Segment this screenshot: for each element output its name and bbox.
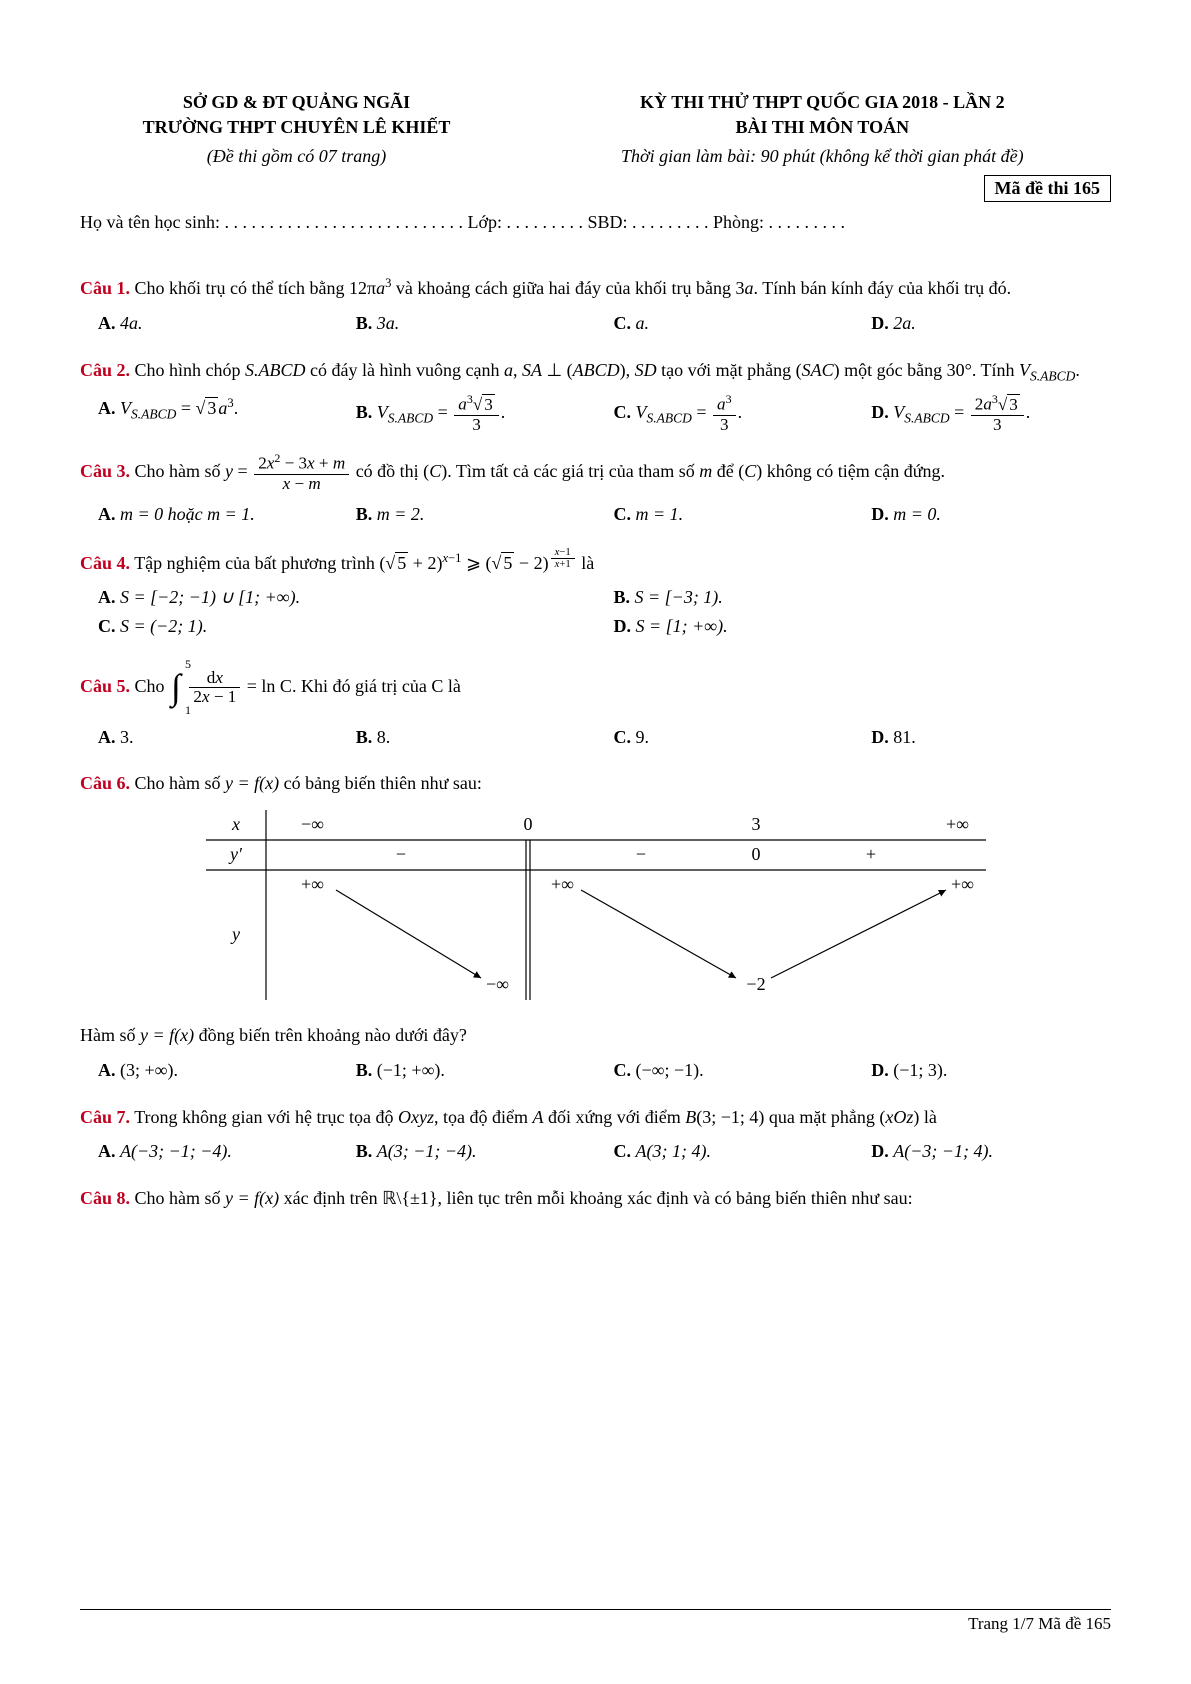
- q2-options: A. VS.ABCD = 3a3. B. VS.ABCD = a333. C. …: [80, 393, 1111, 434]
- q5-optC: C. 9.: [596, 723, 854, 752]
- question-3: Câu 3. Cho hàm số y = 2x2 − 3x + mx − m …: [80, 452, 1111, 528]
- q6-optD: D. (−1; 3).: [853, 1056, 1111, 1085]
- q7-optD: D. A(−3; −1; 4).: [853, 1137, 1111, 1166]
- q3-options: A. m = 0 hoặc m = 1. B. m = 2. C. m = 1.…: [80, 500, 1111, 529]
- variation-table: x y′ y −∞ 0 3 +∞ − − 0 + +∞ −∞ +∞ −2 +∞: [206, 810, 986, 1009]
- q1-optA: A. 4a.: [80, 309, 338, 338]
- svg-text:−: −: [395, 844, 405, 864]
- q1-var-a: a: [745, 278, 754, 298]
- integral-icon: ∫51: [171, 659, 181, 717]
- question-6: Câu 6. Cho hàm số y = f(x) có bảng biến …: [80, 769, 1111, 1084]
- title-line1: KỲ THI THỬ THPT QUỐC GIA 2018 - LẦN 2: [534, 90, 1111, 115]
- q4-label: Câu 4.: [80, 553, 130, 573]
- svg-text:3: 3: [751, 814, 760, 834]
- svg-text:0: 0: [751, 844, 760, 864]
- q4-optD: D. S = [1; +∞).: [596, 612, 1112, 641]
- q7-label: Câu 7.: [80, 1107, 130, 1127]
- svg-text:−: −: [635, 844, 645, 864]
- svg-text:+∞: +∞: [946, 814, 969, 834]
- q7-optB: B. A(3; −1; −4).: [338, 1137, 596, 1166]
- q4-optB: B. S = [−3; 1).: [596, 583, 1112, 612]
- header: SỞ GD & ĐT QUẢNG NGÃI TRƯỜNG THPT CHUYÊN…: [80, 90, 1111, 140]
- student-info-line: Họ và tên học sinh: . . . . . . . . . . …: [80, 212, 1111, 233]
- q2-optD: D. VS.ABCD = 2a333.: [853, 393, 1111, 434]
- q1-optC: C. a.: [596, 309, 854, 338]
- footer-text: Trang 1/7 Mã đề 165: [968, 1614, 1111, 1633]
- question-4: Câu 4. Tập nghiệm của bất phương trình (…: [80, 547, 1111, 642]
- header-right: KỲ THI THỬ THPT QUỐC GIA 2018 - LẦN 2 BÀ…: [534, 90, 1111, 140]
- q5-optA: A. 3.: [80, 723, 338, 752]
- q1-var-a3: a: [376, 278, 385, 298]
- header-left: SỞ GD & ĐT QUẢNG NGÃI TRƯỜNG THPT CHUYÊN…: [80, 90, 513, 140]
- q5-label: Câu 5.: [80, 676, 130, 696]
- q3-optC: C. m = 1.: [596, 500, 854, 529]
- question-8: Câu 8. Cho hàm số y = f(x) xác định trên…: [80, 1184, 1111, 1213]
- svg-text:+∞: +∞: [301, 874, 324, 894]
- exam-page: SỞ GD & ĐT QUẢNG NGÃI TRƯỜNG THPT CHUYÊN…: [0, 0, 1191, 1684]
- svg-text:+: +: [865, 844, 875, 864]
- q6-label: Câu 6.: [80, 773, 130, 793]
- svg-text:−∞: −∞: [486, 974, 509, 994]
- svg-text:+∞: +∞: [951, 874, 974, 894]
- subheader: (Đề thi gồm có 07 trang) Thời gian làm b…: [80, 146, 1111, 167]
- exam-code-box: Mã đề thi 165: [984, 175, 1112, 202]
- svg-text:y′: y′: [228, 844, 243, 864]
- q6-optC: C. (−∞; −1).: [596, 1056, 854, 1085]
- q7-optA: A. A(−3; −1; −4).: [80, 1137, 338, 1166]
- q6-optA: A. (3; +∞).: [80, 1056, 338, 1085]
- q1-optD: D. 2a.: [853, 309, 1111, 338]
- note-left: (Đề thi gồm có 07 trang): [80, 146, 513, 167]
- q5-optD: D. 81.: [853, 723, 1111, 752]
- svg-text:y: y: [230, 924, 240, 944]
- org-line1: SỞ GD & ĐT QUẢNG NGÃI: [80, 90, 513, 115]
- q4-optA: A. S = [−2; −1) ∪ [1; +∞).: [80, 583, 596, 612]
- q7-options: A. A(−3; −1; −4). B. A(3; −1; −4). C. A(…: [80, 1137, 1111, 1166]
- svg-text:+∞: +∞: [551, 874, 574, 894]
- q4-optC: C. S = (−2; 1).: [80, 612, 596, 641]
- q2-optC: C. VS.ABCD = a33.: [596, 393, 854, 434]
- svg-text:−2: −2: [746, 974, 765, 994]
- q1-options: A. 4a. B. 3a. C. a. D. 2a.: [80, 309, 1111, 338]
- question-7: Câu 7. Trong không gian với hệ trục tọa …: [80, 1103, 1111, 1167]
- q1-text-3: . Tính bán kính đáy của khối trụ đó.: [754, 278, 1012, 298]
- q2-optB: B. VS.ABCD = a333.: [338, 393, 596, 434]
- q3-optB: B. m = 2.: [338, 500, 596, 529]
- page-footer: Trang 1/7 Mã đề 165: [80, 1609, 1111, 1634]
- org-line2: TRƯỜNG THPT CHUYÊN LÊ KHIẾT: [80, 115, 513, 140]
- q5-options: A. 3. B. 8. C. 9. D. 81.: [80, 723, 1111, 752]
- q3-optA: A. m = 0 hoặc m = 1.: [80, 500, 338, 529]
- q2-optA: A. VS.ABCD = 3a3.: [80, 393, 338, 434]
- variation-table-svg: x y′ y −∞ 0 3 +∞ − − 0 + +∞ −∞ +∞ −2 +∞: [206, 810, 986, 1000]
- q6-options: A. (3; +∞). B. (−1; +∞). C. (−∞; −1). D.…: [80, 1056, 1111, 1085]
- q3-label: Câu 3.: [80, 461, 130, 481]
- q6-optB: B. (−1; +∞).: [338, 1056, 596, 1085]
- q1-text-2: và khoảng cách giữa hai đáy của khối trụ…: [391, 278, 744, 298]
- question-1: Câu 1. Cho khối trụ có thể tích bằng 12π…: [80, 273, 1111, 338]
- code-box-wrap: Mã đề thi 165: [80, 175, 1111, 202]
- q5-optB: B. 8.: [338, 723, 596, 752]
- question-5: Câu 5. Cho ∫51 dx2x − 1 = ln C. Khi đó g…: [80, 659, 1111, 751]
- q1-text-1: Cho khối trụ có thể tích bằng 12π: [130, 278, 376, 298]
- question-2: Câu 2. Cho hình chóp S.ABCD có đáy là hì…: [80, 356, 1111, 434]
- svg-text:−∞: −∞: [301, 814, 324, 834]
- svg-text:x: x: [231, 814, 240, 834]
- q6-text3-wrap: Hàm số y = f(x) đồng biến trên khoảng nà…: [80, 1021, 1111, 1050]
- q8-label: Câu 8.: [80, 1188, 130, 1208]
- q7-optC: C. A(3; 1; 4).: [596, 1137, 854, 1166]
- title-line2: BÀI THI MÔN TOÁN: [534, 115, 1111, 140]
- svg-text:0: 0: [523, 814, 532, 834]
- q1-optB: B. 3a.: [338, 309, 596, 338]
- q4-options: A. S = [−2; −1) ∪ [1; +∞). B. S = [−3; 1…: [80, 583, 1111, 641]
- q2-label: Câu 2.: [80, 360, 130, 380]
- note-right: Thời gian làm bài: 90 phút (không kể thờ…: [534, 146, 1111, 167]
- q1-label: Câu 1.: [80, 278, 130, 298]
- q3-optD: D. m = 0.: [853, 500, 1111, 529]
